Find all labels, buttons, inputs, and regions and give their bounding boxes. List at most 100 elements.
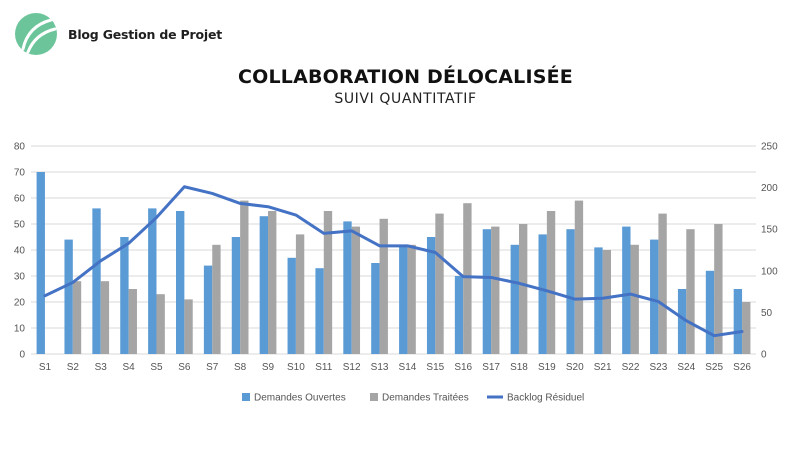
x-tick-label: S18: [510, 362, 528, 373]
x-tick-label: S11: [315, 362, 332, 373]
x-tick-label: S22: [622, 362, 640, 373]
bar-demandes-ouvertes: [315, 268, 324, 354]
x-tick-label: S7: [206, 362, 219, 373]
y2-tick-label: 50: [761, 308, 773, 319]
bar-demandes-traitees: [351, 226, 361, 354]
bar-demandes-ouvertes: [510, 244, 519, 354]
x-tick-label: S23: [650, 362, 668, 373]
bar-demandes-traitees: [491, 226, 500, 354]
bar-demandes-traitees: [379, 218, 388, 354]
y-tick-label: 10: [14, 324, 26, 335]
y-tick-label: 70: [14, 168, 26, 179]
x-tick-label: S9: [262, 362, 275, 373]
y2-tick-label: 250: [761, 142, 778, 153]
bar-demandes-ouvertes: [426, 237, 436, 354]
x-tick-label: S24: [677, 362, 695, 373]
bar-demandes-traitees: [295, 234, 305, 354]
x-tick-label: S19: [538, 362, 556, 373]
x-tick-label: S6: [178, 362, 191, 373]
y2-tick-label: 200: [761, 183, 778, 194]
bar-demandes-traitees: [546, 211, 556, 354]
y-tick-label: 50: [14, 220, 26, 231]
page-subtitle: SUIVI QUANTITATIF: [334, 91, 477, 107]
y-tick-label: 0: [19, 350, 25, 361]
bar-demandes-traitees: [128, 289, 137, 354]
bar-demandes-traitees: [602, 250, 611, 354]
bar-demandes-traitees: [323, 211, 333, 354]
legend-demandes-ouvertes-label: Demandes Ouvertes: [254, 393, 346, 404]
y-tick-label: 80: [14, 142, 26, 153]
bar-demandes-traitees: [212, 244, 221, 354]
x-tick-label: S20: [566, 362, 584, 373]
bar-demandes-ouvertes: [566, 229, 575, 354]
bar-demandes-ouvertes: [287, 257, 296, 354]
bar-demandes-ouvertes: [231, 237, 241, 354]
bar-demandes-traitees: [463, 203, 472, 354]
x-tick-label: S17: [482, 362, 500, 373]
bar-demandes-traitees: [268, 211, 277, 354]
line-backlog-residuel: [43, 185, 744, 338]
bar-demandes-ouvertes: [399, 244, 408, 354]
bar-demandes-ouvertes: [176, 211, 185, 354]
x-tick-label: S5: [150, 362, 163, 373]
bar-demandes-traitees: [630, 244, 639, 354]
y-tick-label: 60: [14, 194, 26, 205]
x-tick-label: S21: [594, 362, 612, 373]
bar-demandes-traitees: [658, 213, 667, 354]
y2-tick-label: 100: [761, 266, 778, 277]
legend-demandes-traitees-swatch: [370, 393, 378, 401]
bar-demandes-ouvertes: [677, 289, 687, 354]
bar-demandes-ouvertes: [705, 270, 715, 354]
x-tick-label: S25: [705, 362, 723, 373]
bar-demandes-ouvertes: [259, 216, 269, 354]
x-tick-label: S15: [426, 362, 444, 373]
bar-demandes-traitees: [72, 281, 82, 354]
bar-demandes-ouvertes: [120, 237, 129, 354]
bar-demandes-traitees: [184, 299, 193, 354]
bar-demandes-traitees: [714, 224, 723, 354]
bar-demandes-traitees: [100, 281, 110, 354]
bar-demandes-ouvertes: [92, 208, 101, 354]
bar-demandes-ouvertes: [371, 263, 380, 354]
legend-backlog-residuel-label: Backlog Résiduel: [507, 393, 584, 404]
bar-demandes-ouvertes: [622, 226, 631, 354]
bar-demandes-traitees: [686, 229, 695, 354]
x-tick-label: S13: [371, 362, 389, 373]
bar-demandes-traitees: [407, 244, 416, 354]
bar-demandes-traitees: [435, 213, 444, 354]
bar-demandes-ouvertes: [538, 234, 547, 354]
brand[interactable]: Blog Gestion de Projet: [14, 12, 222, 56]
bar-demandes-ouvertes: [203, 265, 213, 354]
bar-demandes-ouvertes: [343, 221, 352, 354]
x-tick-label: S12: [343, 362, 361, 373]
x-tick-label: S14: [399, 362, 417, 373]
heading: COLLABORATION DÉLOCALISÉE SUIVI QUANTITA…: [0, 66, 811, 107]
x-tick-label: S26: [733, 362, 751, 373]
bar-demandes-ouvertes: [64, 239, 73, 354]
bar-demandes-traitees: [574, 200, 584, 354]
brand-name: Blog Gestion de Projet: [68, 26, 223, 42]
bar-demandes-traitees: [742, 302, 751, 354]
y-tick-label: 40: [14, 246, 26, 257]
bar-demandes-traitees: [518, 224, 528, 354]
bar-demandes-ouvertes: [733, 289, 743, 354]
bar-demandes-ouvertes: [482, 229, 492, 354]
x-tick-label: S8: [234, 362, 247, 373]
bar-demandes-ouvertes: [594, 247, 603, 354]
bar-demandes-traitees: [156, 294, 165, 354]
page-title: COLLABORATION DÉLOCALISÉE: [237, 66, 573, 88]
legend-demandes-ouvertes-swatch: [242, 393, 250, 401]
y-tick-label: 20: [14, 298, 26, 309]
legend-demandes-traitees-label: Demandes Traitées: [382, 393, 469, 404]
y2-tick-label: 150: [761, 225, 778, 236]
x-tick-label: S3: [95, 362, 108, 373]
leaf-logo-icon: [15, 13, 57, 55]
bar-demandes-traitees: [240, 200, 249, 354]
x-tick-label: S4: [122, 362, 135, 373]
x-tick-label: S16: [454, 362, 472, 373]
x-tick-label: S2: [67, 362, 80, 373]
y2-tick-label: 0: [761, 350, 767, 361]
bar-demandes-ouvertes: [148, 208, 157, 354]
